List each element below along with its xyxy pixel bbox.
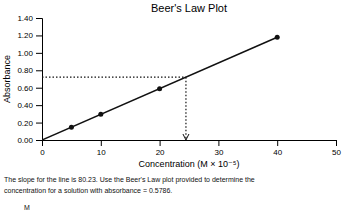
tick: 50 (332, 140, 341, 157)
tick-label: 30 (214, 148, 223, 157)
tick-label: 0.80 (17, 66, 33, 75)
arrow-head (183, 134, 189, 140)
tick-label: 10 (97, 148, 106, 157)
tick-mark (36, 53, 42, 54)
tick-mark (160, 140, 161, 146)
tick-label: 50 (332, 148, 341, 157)
x-axis-label: Concentration (M × 10⁻⁵) (139, 159, 240, 169)
annotation: M (24, 204, 30, 211)
tick: 0 (40, 140, 45, 157)
tick-label: 0 (40, 148, 45, 157)
tick-label: 0.00 (17, 136, 33, 145)
plot: 0 10 20 30 40 50 0.00 0.20 0.40 0.60 0.80 1.00 1.20 1… (17, 14, 341, 157)
tick-mark (218, 140, 219, 146)
tick-label: 40 (273, 148, 282, 157)
tick-mark (36, 140, 42, 141)
point (69, 125, 74, 130)
tick: 0.40 (17, 101, 42, 110)
point (157, 86, 162, 91)
marks (42, 35, 280, 140)
guide-line (185, 77, 186, 140)
tick: 40 (273, 140, 282, 157)
tick-mark (36, 70, 42, 71)
tick-mark (36, 88, 42, 89)
tick: 0.20 (17, 119, 42, 128)
title: Beer's Law Plot (151, 2, 227, 14)
tick-mark (36, 18, 42, 19)
tick: 0.60 (17, 84, 42, 93)
chart: 0 10 20 30 40 50 0.00 0.20 0.40 0.60 0.80 1.00 1.20 1… (0, 0, 350, 218)
tick: 20 (156, 140, 165, 157)
axis-line (36, 19, 43, 141)
tick-mark (36, 105, 42, 106)
tick: 1.00 (17, 49, 42, 58)
line (42, 37, 277, 140)
y-axis-label: Absorbance (2, 55, 12, 103)
annotation: The slope for the line is 80.23. Use the… (4, 176, 255, 184)
tick-label: 1.40 (17, 14, 33, 23)
tick-label: 0.60 (17, 84, 33, 93)
tick: 1.20 (17, 31, 42, 40)
annotation: concentration for a solution with absorb… (4, 187, 172, 194)
y-axis: 0.00 0.20 0.40 0.60 0.80 1.00 1.20 1.40 (17, 14, 42, 145)
x-axis: 0 10 20 30 40 50 (40, 140, 341, 157)
tick-label: 1.20 (17, 31, 33, 40)
axis-line (43, 141, 337, 147)
tick: 0.80 (17, 66, 42, 75)
tick: 1.40 (17, 14, 42, 23)
tick-mark (101, 140, 102, 146)
tick-mark (36, 123, 42, 124)
tick-label: 0.40 (17, 101, 33, 110)
point (98, 112, 103, 117)
tick: 0.00 (17, 136, 42, 145)
tick-mark (336, 140, 337, 146)
point (275, 35, 280, 40)
tick-mark (36, 35, 42, 36)
guide-line (42, 77, 186, 78)
tick-label: 0.20 (17, 119, 33, 128)
tick: 10 (97, 140, 106, 157)
tick-label: 20 (156, 148, 165, 157)
tick-mark (277, 140, 278, 146)
tick-label: 1.00 (17, 49, 33, 58)
tick: 30 (214, 140, 223, 157)
